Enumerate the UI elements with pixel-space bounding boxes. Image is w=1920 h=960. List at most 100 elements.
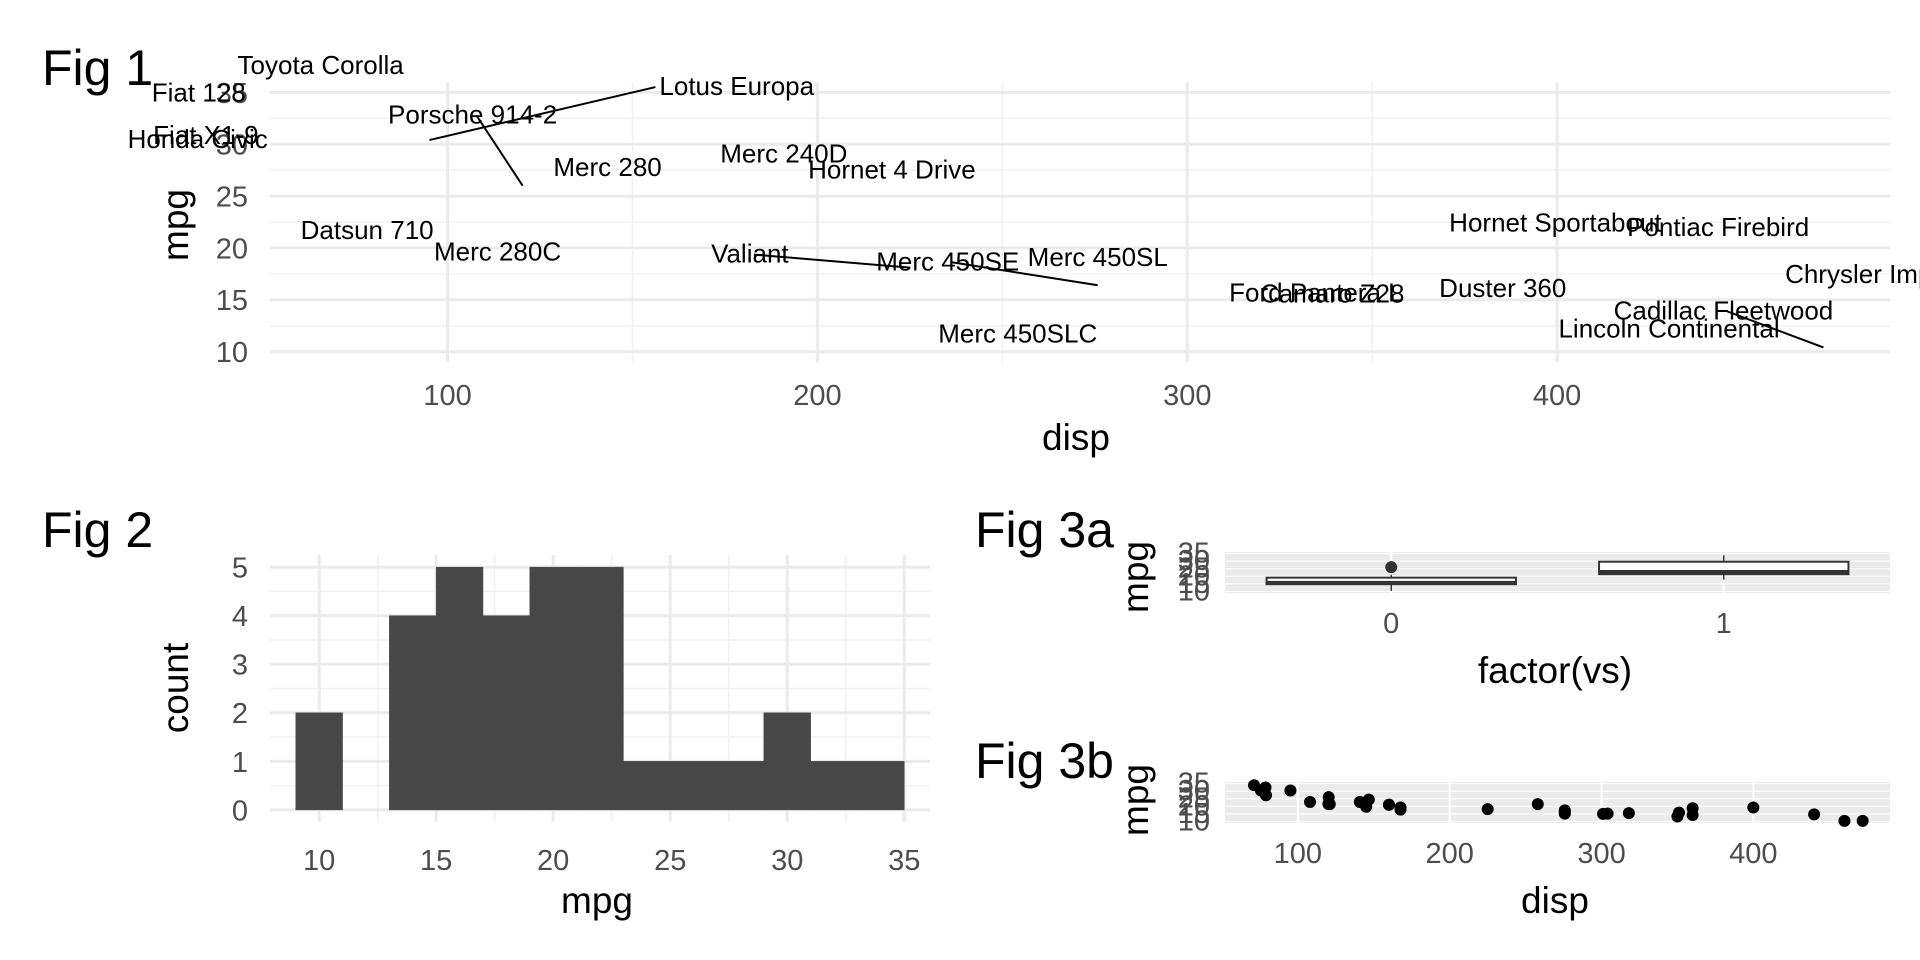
- fig-2-histogram-bar: [810, 761, 858, 811]
- fig-3b-y-tick-label: 20: [1178, 790, 1210, 822]
- fig-2-histogram-bar: [857, 761, 905, 811]
- fig-1-point-label: Merc 450SL: [1028, 242, 1168, 272]
- fig-1-point-label: Chrysler Imperial: [1785, 259, 1920, 289]
- fig-1-label-segment: [1727, 310, 1824, 349]
- fig-3b-point: [1622, 807, 1635, 820]
- fig-3b-point: [1481, 803, 1494, 816]
- fig-1-y-tick-label: 20: [216, 233, 248, 265]
- fig-2-histogram-bar: [763, 712, 811, 811]
- fig-1-point-label: Merc 240D: [720, 138, 847, 168]
- fig-1-x-tick-label: 400: [1533, 380, 1581, 412]
- fig-1-point-label: Datsun 710: [301, 215, 434, 245]
- fig-3a-y-tick-label: 35: [1178, 538, 1210, 570]
- fig-3b-point: [1304, 796, 1317, 809]
- fig-2-x-tick-label: 25: [654, 845, 686, 877]
- fig-1-point-label: Cadillac Fleetwood: [1614, 295, 1834, 325]
- fig-2-histogram-bar: [295, 712, 343, 811]
- fig-3b-point: [1672, 806, 1685, 819]
- fig-2-histogram-bar: [529, 566, 577, 811]
- fig-1-point-label: Merc 450SE: [876, 246, 1019, 276]
- fig-3b-point: [1808, 808, 1821, 821]
- fig-1-label-segment: [753, 253, 910, 269]
- fig-3a-y-tick-label: 10: [1178, 575, 1210, 607]
- fig-1-label-segment: [429, 86, 656, 142]
- fig-1-point-label: Valiant: [711, 239, 789, 269]
- fig-3b-x-axis-title: disp: [1521, 880, 1589, 921]
- fig-3b-panel-bg: [1225, 782, 1890, 823]
- fig-1-y-axis-title: mpg: [155, 189, 196, 261]
- fig-1-label-segment: [951, 261, 1098, 287]
- fig-3a-x-tick-label: 1: [1716, 608, 1732, 640]
- fig-1-y-tick-label: 10: [216, 337, 248, 369]
- fig-3b-point: [1360, 800, 1373, 813]
- fig-1-point-label: Merc 280: [553, 152, 661, 182]
- fig-1-point-label: Camaro Z28: [1260, 278, 1405, 308]
- fig-3a-x-tick-label: 0: [1383, 608, 1399, 640]
- fig-2-x-tick-label: 30: [771, 845, 803, 877]
- fig-3b-point: [1284, 784, 1297, 797]
- fig-1-point-label: Fiat X1-9: [153, 120, 259, 150]
- fig-3b-x-tick-label: 200: [1426, 838, 1474, 870]
- fig-2-tag: Fig 2: [42, 502, 153, 558]
- fig-3a-x-axis-title: factor(vs): [1478, 650, 1632, 691]
- fig-3a-outlier-point: [1385, 561, 1398, 574]
- fig-2-x-tick-label: 35: [888, 845, 920, 877]
- fig-1-point-label: Toyota Corolla: [238, 50, 405, 80]
- fig-2-histogram-bar: [435, 566, 484, 811]
- fig-1-point-label: Duster 360: [1439, 273, 1566, 303]
- fig-3b-tag: Fig 3b: [975, 733, 1114, 789]
- fig-3b-point: [1747, 801, 1760, 814]
- fig-2-x-tick-label: 10: [303, 845, 335, 877]
- fig-1-point-label: Ford Pantera L: [1229, 277, 1402, 307]
- fig-2-y-tick-label: 2: [232, 698, 248, 730]
- fig-1-y-tick-label: 30: [216, 130, 248, 162]
- fig-3b-y-tick-label: 30: [1178, 775, 1210, 807]
- fig-3b-y-axis-title: mpg: [1115, 764, 1156, 836]
- fig-3a-tag: Fig 3a: [975, 502, 1114, 558]
- fig-2-histogram-bar: [576, 566, 624, 811]
- fig-1-point-label: Hornet 4 Drive: [808, 154, 976, 184]
- fig-1-point-label: Merc 280C: [434, 237, 561, 267]
- fig-1-x-axis-title: disp: [1042, 417, 1110, 458]
- fig-3b-y-tick-label: 35: [1178, 768, 1210, 800]
- fig-3b-point: [1597, 807, 1610, 820]
- fig-3b-x-tick-label: 100: [1274, 838, 1322, 870]
- fig-3b-x-tick-label: 300: [1577, 838, 1625, 870]
- fig-2-histogram-bar: [482, 615, 531, 811]
- fig-1-point-label: Lotus Europa: [659, 71, 814, 101]
- fig-3a-y-tick-label: 25: [1178, 553, 1210, 585]
- fig-1-tag: Fig 1: [42, 40, 153, 96]
- fig-1-point-label: Pontiac Firebird: [1627, 212, 1809, 242]
- fig-3b-point: [1394, 803, 1407, 816]
- fig-3b-point: [1838, 814, 1851, 827]
- fig-1-x-tick-label: 200: [793, 380, 841, 412]
- fig-3a-y-tick-label: 20: [1178, 560, 1210, 592]
- fig-3a-y-tick-label: 30: [1178, 545, 1210, 577]
- fig-3b-point: [1531, 798, 1544, 811]
- fig-2-y-tick-label: 3: [232, 650, 248, 682]
- fig-1-point-label: Lincoln Continental: [1558, 313, 1779, 343]
- fig-2-x-axis-title: mpg: [561, 880, 633, 921]
- fig-3b-y-tick-label: 15: [1178, 798, 1210, 830]
- fig-3b-point: [1558, 807, 1571, 820]
- fig-3b-point: [1382, 798, 1395, 811]
- fig-3b-point: [1686, 808, 1699, 821]
- fig-3b-x-tick-label: 400: [1729, 838, 1777, 870]
- fig-1-point-label: Fiat 128: [152, 77, 246, 107]
- fig-2-histogram-bar: [669, 761, 718, 811]
- fig-2-histogram-bar: [389, 615, 437, 811]
- fig-1-x-tick-label: 300: [1163, 380, 1211, 412]
- fig-1-point-label: Porsche 914-2: [388, 100, 557, 130]
- fig-1-point-label: Merc 450SLC: [938, 319, 1097, 349]
- fig-3b-y-tick-label: 25: [1178, 783, 1210, 815]
- fig-3b-point: [1856, 814, 1869, 827]
- fig-1-panel: 100 200 300 400 10 15 20 25 30 35 Datsun 710 Hornet…: [128, 50, 1920, 412]
- fig-3b-y-tick-label: 10: [1178, 805, 1210, 837]
- fig-3b-point: [1259, 789, 1272, 802]
- fig-2-histogram-bar: [716, 761, 765, 811]
- fig-1-x-tick-label: 100: [423, 380, 471, 412]
- fig-3a-y-tick-label: 15: [1178, 568, 1210, 600]
- fig-2-y-tick-label: 4: [232, 601, 248, 633]
